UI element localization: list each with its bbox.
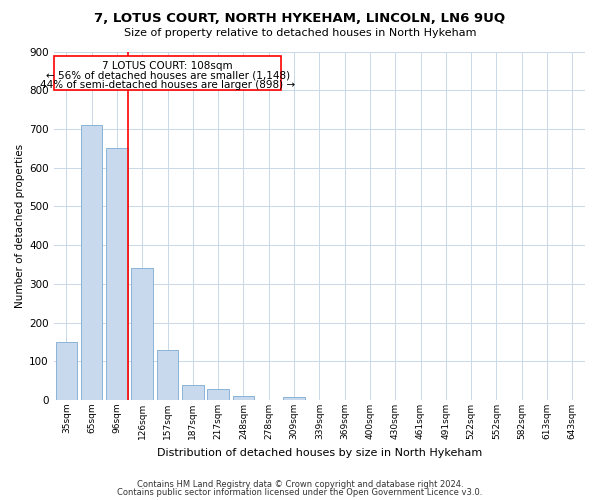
Text: 44% of semi-detached houses are larger (898) →: 44% of semi-detached houses are larger (… xyxy=(40,80,295,90)
Bar xyxy=(81,125,103,400)
Bar xyxy=(208,389,229,400)
Text: 7, LOTUS COURT, NORTH HYKEHAM, LINCOLN, LN6 9UQ: 7, LOTUS COURT, NORTH HYKEHAM, LINCOLN, … xyxy=(94,12,506,26)
X-axis label: Distribution of detached houses by size in North Hykeham: Distribution of detached houses by size … xyxy=(157,448,482,458)
Bar xyxy=(106,148,128,400)
Bar xyxy=(131,268,153,400)
Text: Size of property relative to detached houses in North Hykeham: Size of property relative to detached ho… xyxy=(124,28,476,38)
Y-axis label: Number of detached properties: Number of detached properties xyxy=(15,144,25,308)
Text: 7 LOTUS COURT: 108sqm: 7 LOTUS COURT: 108sqm xyxy=(103,60,233,70)
Text: Contains public sector information licensed under the Open Government Licence v3: Contains public sector information licen… xyxy=(118,488,482,497)
Bar xyxy=(56,342,77,400)
FancyBboxPatch shape xyxy=(54,56,281,90)
Text: Contains HM Land Registry data © Crown copyright and database right 2024.: Contains HM Land Registry data © Crown c… xyxy=(137,480,463,489)
Bar xyxy=(233,396,254,400)
Text: ← 56% of detached houses are smaller (1,148): ← 56% of detached houses are smaller (1,… xyxy=(46,71,290,81)
Bar xyxy=(157,350,178,400)
Bar xyxy=(283,397,305,400)
Bar xyxy=(182,384,203,400)
